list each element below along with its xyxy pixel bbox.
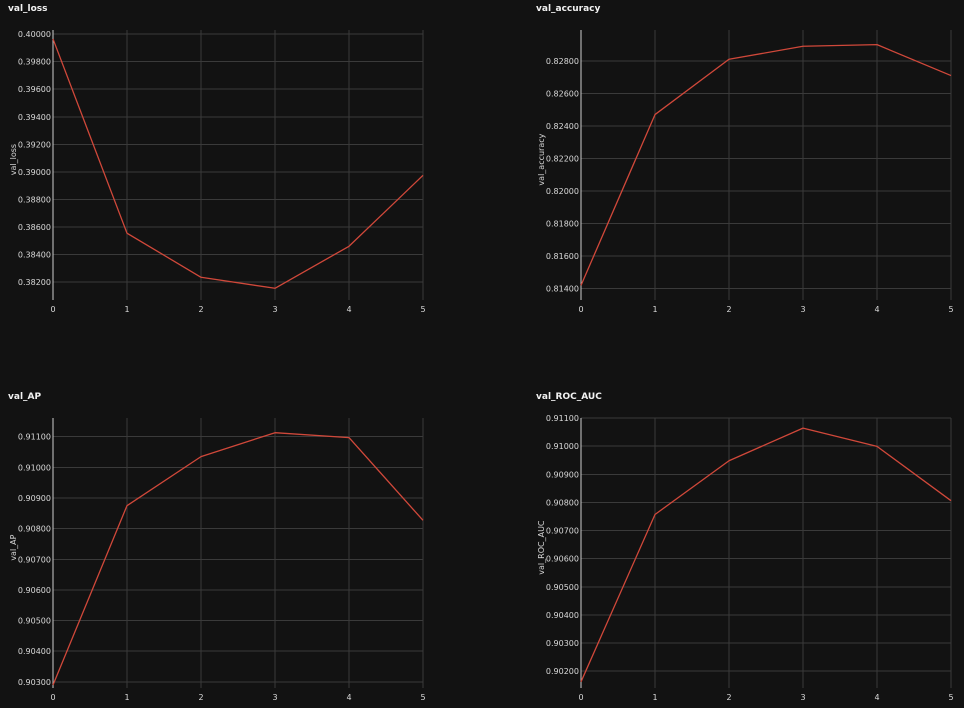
y-tick-label: 0.90900 bbox=[18, 494, 51, 503]
y-tick-label: 0.90300 bbox=[546, 639, 579, 648]
y-tick-label: 0.91100 bbox=[546, 414, 579, 423]
y-tick-label: 0.90300 bbox=[18, 678, 51, 687]
chart-title: val_AP bbox=[8, 392, 42, 402]
y-tick-label: 0.81400 bbox=[546, 285, 579, 294]
y-tick-label: 0.38800 bbox=[18, 195, 51, 204]
y-tick-label: 0.39200 bbox=[18, 140, 51, 149]
x-tick-label: 4 bbox=[874, 693, 879, 702]
y-tick-label: 0.82000 bbox=[546, 187, 579, 196]
chart-svg: 0.81400 0.81600 0.81800 0.82000 0.82200 0.824… bbox=[537, 30, 954, 314]
series-line bbox=[52, 432, 424, 686]
x-tick-label: 0 bbox=[578, 693, 583, 702]
x-tick-label: 0 bbox=[50, 693, 55, 702]
y-tick-label: 0.40000 bbox=[18, 30, 51, 39]
y-tick-label: 0.90800 bbox=[18, 525, 51, 534]
x-tick-label: 4 bbox=[346, 305, 351, 314]
y-tick-label: 0.82200 bbox=[546, 154, 579, 163]
y-tick-label: 0.38200 bbox=[18, 278, 51, 287]
y-tick-label: 0.90500 bbox=[546, 583, 579, 592]
y-tick-label: 0.81800 bbox=[546, 220, 579, 229]
y-tick-label: 0.90800 bbox=[546, 498, 579, 507]
x-tick-label: 5 bbox=[948, 305, 953, 314]
x-tick-label: 2 bbox=[198, 305, 203, 314]
y-axis-title: val_ROC_AUC bbox=[537, 520, 546, 575]
y-axis-title: val_accuracy bbox=[537, 133, 546, 185]
x-tick-label: 5 bbox=[420, 305, 425, 314]
y-tick-label: 0.91000 bbox=[546, 442, 579, 451]
x-tick-label: 1 bbox=[124, 693, 129, 702]
y-tick-label: 0.90600 bbox=[18, 586, 51, 595]
y-tick-label: 0.90500 bbox=[18, 617, 51, 626]
x-tick-label: 3 bbox=[272, 305, 277, 314]
y-tick-label: 0.39800 bbox=[18, 58, 51, 67]
x-tick-label: 3 bbox=[272, 693, 277, 702]
y-tick-label: 0.90400 bbox=[18, 647, 51, 656]
chart-title: val_accuracy bbox=[536, 4, 601, 14]
chart-svg: 0.90300 0.90400 0.90500 0.90600 0.90700 0.908… bbox=[9, 418, 426, 702]
y-tick-label: 0.82800 bbox=[546, 57, 579, 66]
y-axis-title: val_loss bbox=[9, 144, 18, 175]
y-tick-label: 0.81600 bbox=[546, 252, 579, 261]
y-tick-label: 0.90200 bbox=[546, 667, 579, 676]
x-tick-label: 2 bbox=[726, 693, 731, 702]
y-tick-label: 0.38400 bbox=[18, 251, 51, 260]
y-tick-label: 0.90900 bbox=[546, 470, 579, 479]
chart-title: val_loss bbox=[8, 4, 48, 14]
y-tick-label: 0.38600 bbox=[18, 223, 51, 232]
x-tick-label: 3 bbox=[800, 693, 805, 702]
y-tick-label: 0.90600 bbox=[546, 555, 579, 564]
y-tick-label: 0.90400 bbox=[546, 611, 579, 620]
x-tick-label: 0 bbox=[578, 305, 583, 314]
chart-svg: 0.38200 0.38400 0.38600 0.38800 0.39000 0.392… bbox=[9, 30, 426, 314]
x-tick-label: 2 bbox=[726, 305, 731, 314]
y-tick-label: 0.90700 bbox=[18, 555, 51, 564]
chart-panel-val-accuracy: val_accuracy 0.81400 0.81600 0.81800 0.8200… bbox=[536, 4, 964, 324]
x-tick-label: 1 bbox=[652, 693, 657, 702]
y-axis-title: val_AP bbox=[9, 534, 18, 560]
series-line bbox=[580, 43, 952, 286]
y-tick-label: 0.39400 bbox=[18, 113, 51, 122]
chart-title: val_ROC_AUC bbox=[536, 392, 602, 402]
x-tick-label: 4 bbox=[346, 693, 351, 702]
x-tick-label: 3 bbox=[800, 305, 805, 314]
y-tick-label: 0.82600 bbox=[546, 89, 579, 98]
x-tick-label: 1 bbox=[124, 305, 129, 314]
series-line bbox=[580, 427, 952, 683]
x-tick-label: 2 bbox=[198, 693, 203, 702]
x-tick-label: 5 bbox=[420, 693, 425, 702]
x-tick-label: 0 bbox=[50, 305, 55, 314]
y-tick-label: 0.39000 bbox=[18, 168, 51, 177]
chart-svg: 0.90200 0.90300 0.90400 0.90500 0.90600 0.907… bbox=[537, 414, 954, 702]
chart-panel-val-loss: val_loss 0.38200 0.38400 0.38600 0.38800 0.3… bbox=[8, 4, 438, 324]
y-tick-label: 0.39600 bbox=[18, 85, 51, 94]
x-tick-label: 5 bbox=[948, 693, 953, 702]
x-tick-label: 1 bbox=[652, 305, 657, 314]
y-tick-label: 0.82400 bbox=[546, 122, 579, 131]
chart-panel-val-ap: val_AP 0.90300 0.90400 0.90500 0.90600 0.907… bbox=[8, 392, 438, 708]
x-tick-label: 4 bbox=[874, 305, 879, 314]
series-line bbox=[52, 38, 424, 289]
y-tick-label: 0.91100 bbox=[18, 433, 51, 442]
y-tick-label: 0.91000 bbox=[18, 463, 51, 472]
y-tick-label: 0.90700 bbox=[546, 527, 579, 536]
chart-panel-val-roc-auc: val_ROC_AUC 0.90200 0.90300 0.90400 0.90500… bbox=[536, 392, 964, 708]
